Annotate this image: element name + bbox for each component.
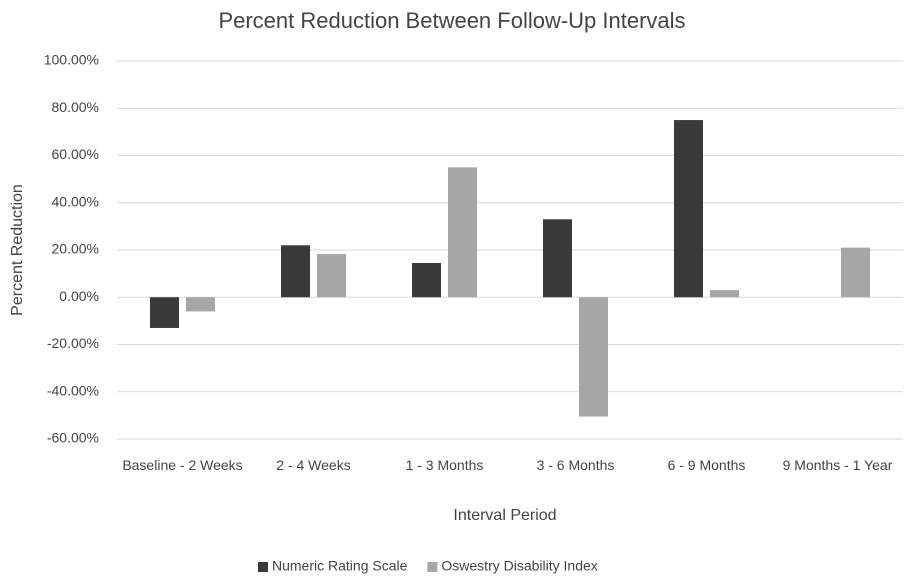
y-tick-label: 80.00%: [52, 99, 99, 115]
y-tick-label: -40.00%: [47, 382, 99, 398]
x-tick-label: 6 - 9 Months: [667, 457, 746, 473]
legend-swatch: [258, 562, 268, 572]
x-tick-label: 1 - 3 Months: [405, 457, 484, 473]
bar: [841, 247, 870, 298]
legend-label: Oswestry Disability Index: [441, 558, 597, 574]
y-axis-title: Percent Reduction: [9, 184, 26, 316]
y-tick-label: 60.00%: [52, 146, 99, 162]
y-tick-label: 100.00%: [44, 52, 99, 68]
bar: [579, 297, 608, 417]
y-tick-label: 20.00%: [52, 241, 99, 257]
bar: [674, 120, 703, 298]
y-tick-label: -60.00%: [47, 430, 99, 446]
x-axis-title: Interval Period: [453, 507, 556, 524]
x-tick-label: 9 Months - 1 Year: [782, 457, 893, 473]
bar: [448, 167, 477, 298]
legend-swatch: [427, 562, 438, 572]
bar: [317, 254, 346, 298]
bar: [412, 262, 441, 298]
bar: [710, 290, 739, 298]
y-tick-label: 40.00%: [52, 193, 99, 209]
x-tick-label: Baseline - 2 Weeks: [122, 457, 243, 473]
x-tick-label: 3 - 6 Months: [536, 457, 615, 473]
y-tick-label: 0.00%: [59, 288, 99, 304]
chart-title: Percent Reduction Between Follow-Up Inte…: [218, 8, 685, 33]
bar: [186, 297, 215, 312]
bar: [281, 245, 310, 298]
y-tick-label: -20.00%: [47, 335, 99, 351]
bar: [150, 297, 179, 328]
bar: [543, 219, 572, 298]
legend-label: Numeric Rating Scale: [272, 558, 408, 574]
x-tick-label: 2 - 4 Weeks: [276, 457, 351, 473]
